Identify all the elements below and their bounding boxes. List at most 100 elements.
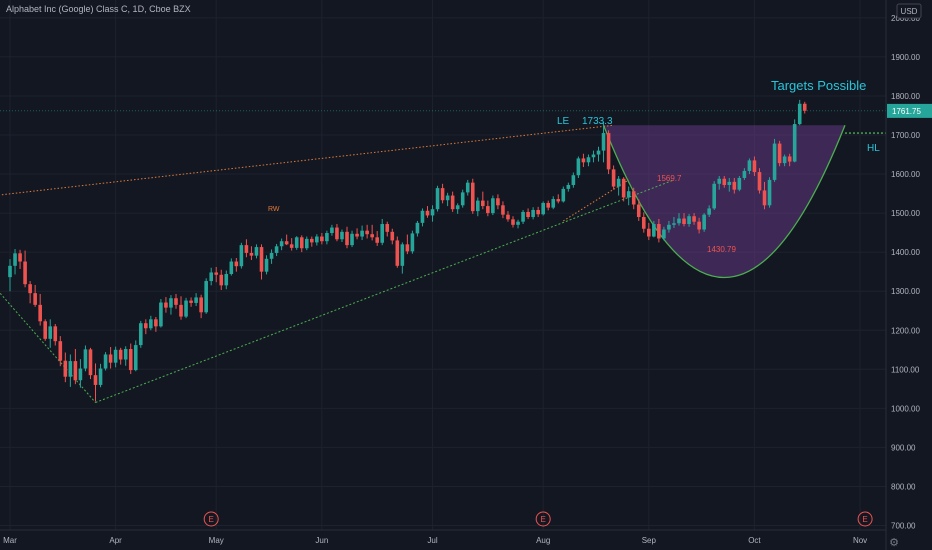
x-tick-label: Nov: [853, 536, 867, 545]
candle-body: [445, 195, 450, 201]
candle-body: [606, 133, 611, 170]
candle-body: [8, 265, 12, 278]
candle-body: [737, 177, 742, 190]
candle-body: [385, 224, 390, 232]
time-axis[interactable]: Mar Apr May Jun Jul Aug Sep Oct Nov: [3, 536, 867, 545]
candle-body: [138, 323, 143, 346]
candle-body: [219, 274, 224, 286]
candle-body: [541, 202, 545, 215]
candle-body: [747, 160, 752, 171]
x-tick-label: Oct: [748, 536, 761, 545]
candle-body: [294, 237, 299, 248]
candle-body: [214, 272, 219, 275]
candle-body: [591, 154, 596, 158]
candle-body: [662, 229, 666, 239]
candle-body: [491, 198, 495, 214]
candle-body: [43, 321, 48, 339]
candle-body: [239, 245, 244, 267]
candle-body: [551, 199, 556, 208]
y-tick-label: 1200.00: [891, 326, 920, 335]
earnings-marker-circle: [535, 511, 551, 527]
currency-badge[interactable]: USD: [896, 3, 922, 19]
candle-body: [284, 241, 289, 245]
candle-body: [375, 237, 379, 243]
candle-body: [340, 231, 344, 240]
y-tick-label: 1900.00: [891, 53, 920, 62]
candle-body: [410, 233, 415, 252]
candle-body: [224, 274, 229, 286]
candle-body: [63, 360, 68, 377]
candle-body: [38, 304, 42, 322]
candle-body: [712, 183, 716, 209]
candle-body: [501, 205, 505, 215]
rw-annotation: RW: [268, 206, 280, 213]
candle-body: [169, 298, 173, 308]
last-price-tag-bg: [887, 103, 932, 118]
candle-body: [390, 231, 395, 241]
candle-body: [440, 188, 445, 201]
candle-body: [18, 253, 22, 262]
trendline-lower-support: [95, 179, 675, 403]
gear-icon[interactable]: ⚙: [889, 537, 899, 549]
candle-body: [78, 368, 83, 381]
candle-body: [450, 195, 455, 210]
candle-body: [772, 143, 777, 180]
candle-body: [58, 341, 63, 361]
x-tick-label: Jun: [315, 536, 328, 545]
candle-body: [144, 323, 148, 329]
candle-body: [566, 184, 571, 189]
candle-body: [702, 214, 706, 230]
cup-curve-line: [602, 124, 846, 278]
chart-annotations: Targets Possible HL LE 1733.3 1569.7 1430.79 R…: [268, 78, 880, 254]
candle-body: [133, 345, 138, 371]
cup-low-annotation: 1430.79: [707, 245, 736, 254]
candle-body: [254, 247, 259, 256]
candle-body: [209, 272, 213, 282]
earnings-marker-label: E: [862, 515, 867, 524]
candle-body: [470, 182, 475, 212]
candle-body: [792, 124, 797, 162]
candle-body: [259, 247, 264, 272]
trendline-upper-resistance: [0, 124, 614, 196]
x-tick-label: May: [209, 536, 224, 545]
candle-body: [636, 204, 641, 218]
candle-body: [83, 349, 88, 369]
candle-body: [631, 191, 636, 205]
y-tick-label: 1000.00: [891, 404, 920, 413]
candle-body: [757, 172, 762, 191]
symbol-title[interactable]: Alphabet Inc (Google) Class C, 1D, Cboe …: [6, 4, 191, 14]
candle-body: [23, 261, 27, 285]
candle-body: [546, 202, 551, 208]
last-price-tag-text: 1761.75: [892, 107, 921, 116]
candle-body: [189, 300, 193, 303]
candle-body: [330, 227, 334, 234]
candle-body: [159, 302, 163, 327]
candle-body: [596, 150, 601, 155]
candle-body: [320, 236, 324, 242]
candle-body: [310, 238, 314, 243]
candle-body: [88, 349, 93, 376]
candle-body: [641, 217, 646, 229]
hl-annotation: HL: [867, 143, 880, 154]
candle-body: [667, 224, 671, 230]
candle-body: [123, 348, 128, 360]
candle-body: [506, 214, 510, 220]
y-tick-label: 1800.00: [891, 92, 920, 101]
candle-body: [370, 234, 374, 238]
candle-body: [269, 252, 274, 259]
targets-annotation: Targets Possible: [771, 78, 866, 93]
candle-body: [93, 375, 98, 385]
candle-body: [174, 298, 178, 305]
candle-body: [405, 244, 410, 252]
candle-body: [365, 230, 369, 235]
candle-body: [360, 230, 364, 237]
candle-body: [586, 157, 591, 163]
trendline-channel-lower: [563, 179, 629, 222]
y-tick-label: 1400.00: [891, 248, 920, 257]
candle-body: [128, 348, 133, 371]
candle-body: [782, 156, 787, 164]
y-tick-label: 1600.00: [891, 170, 920, 179]
candle-body: [511, 219, 515, 225]
